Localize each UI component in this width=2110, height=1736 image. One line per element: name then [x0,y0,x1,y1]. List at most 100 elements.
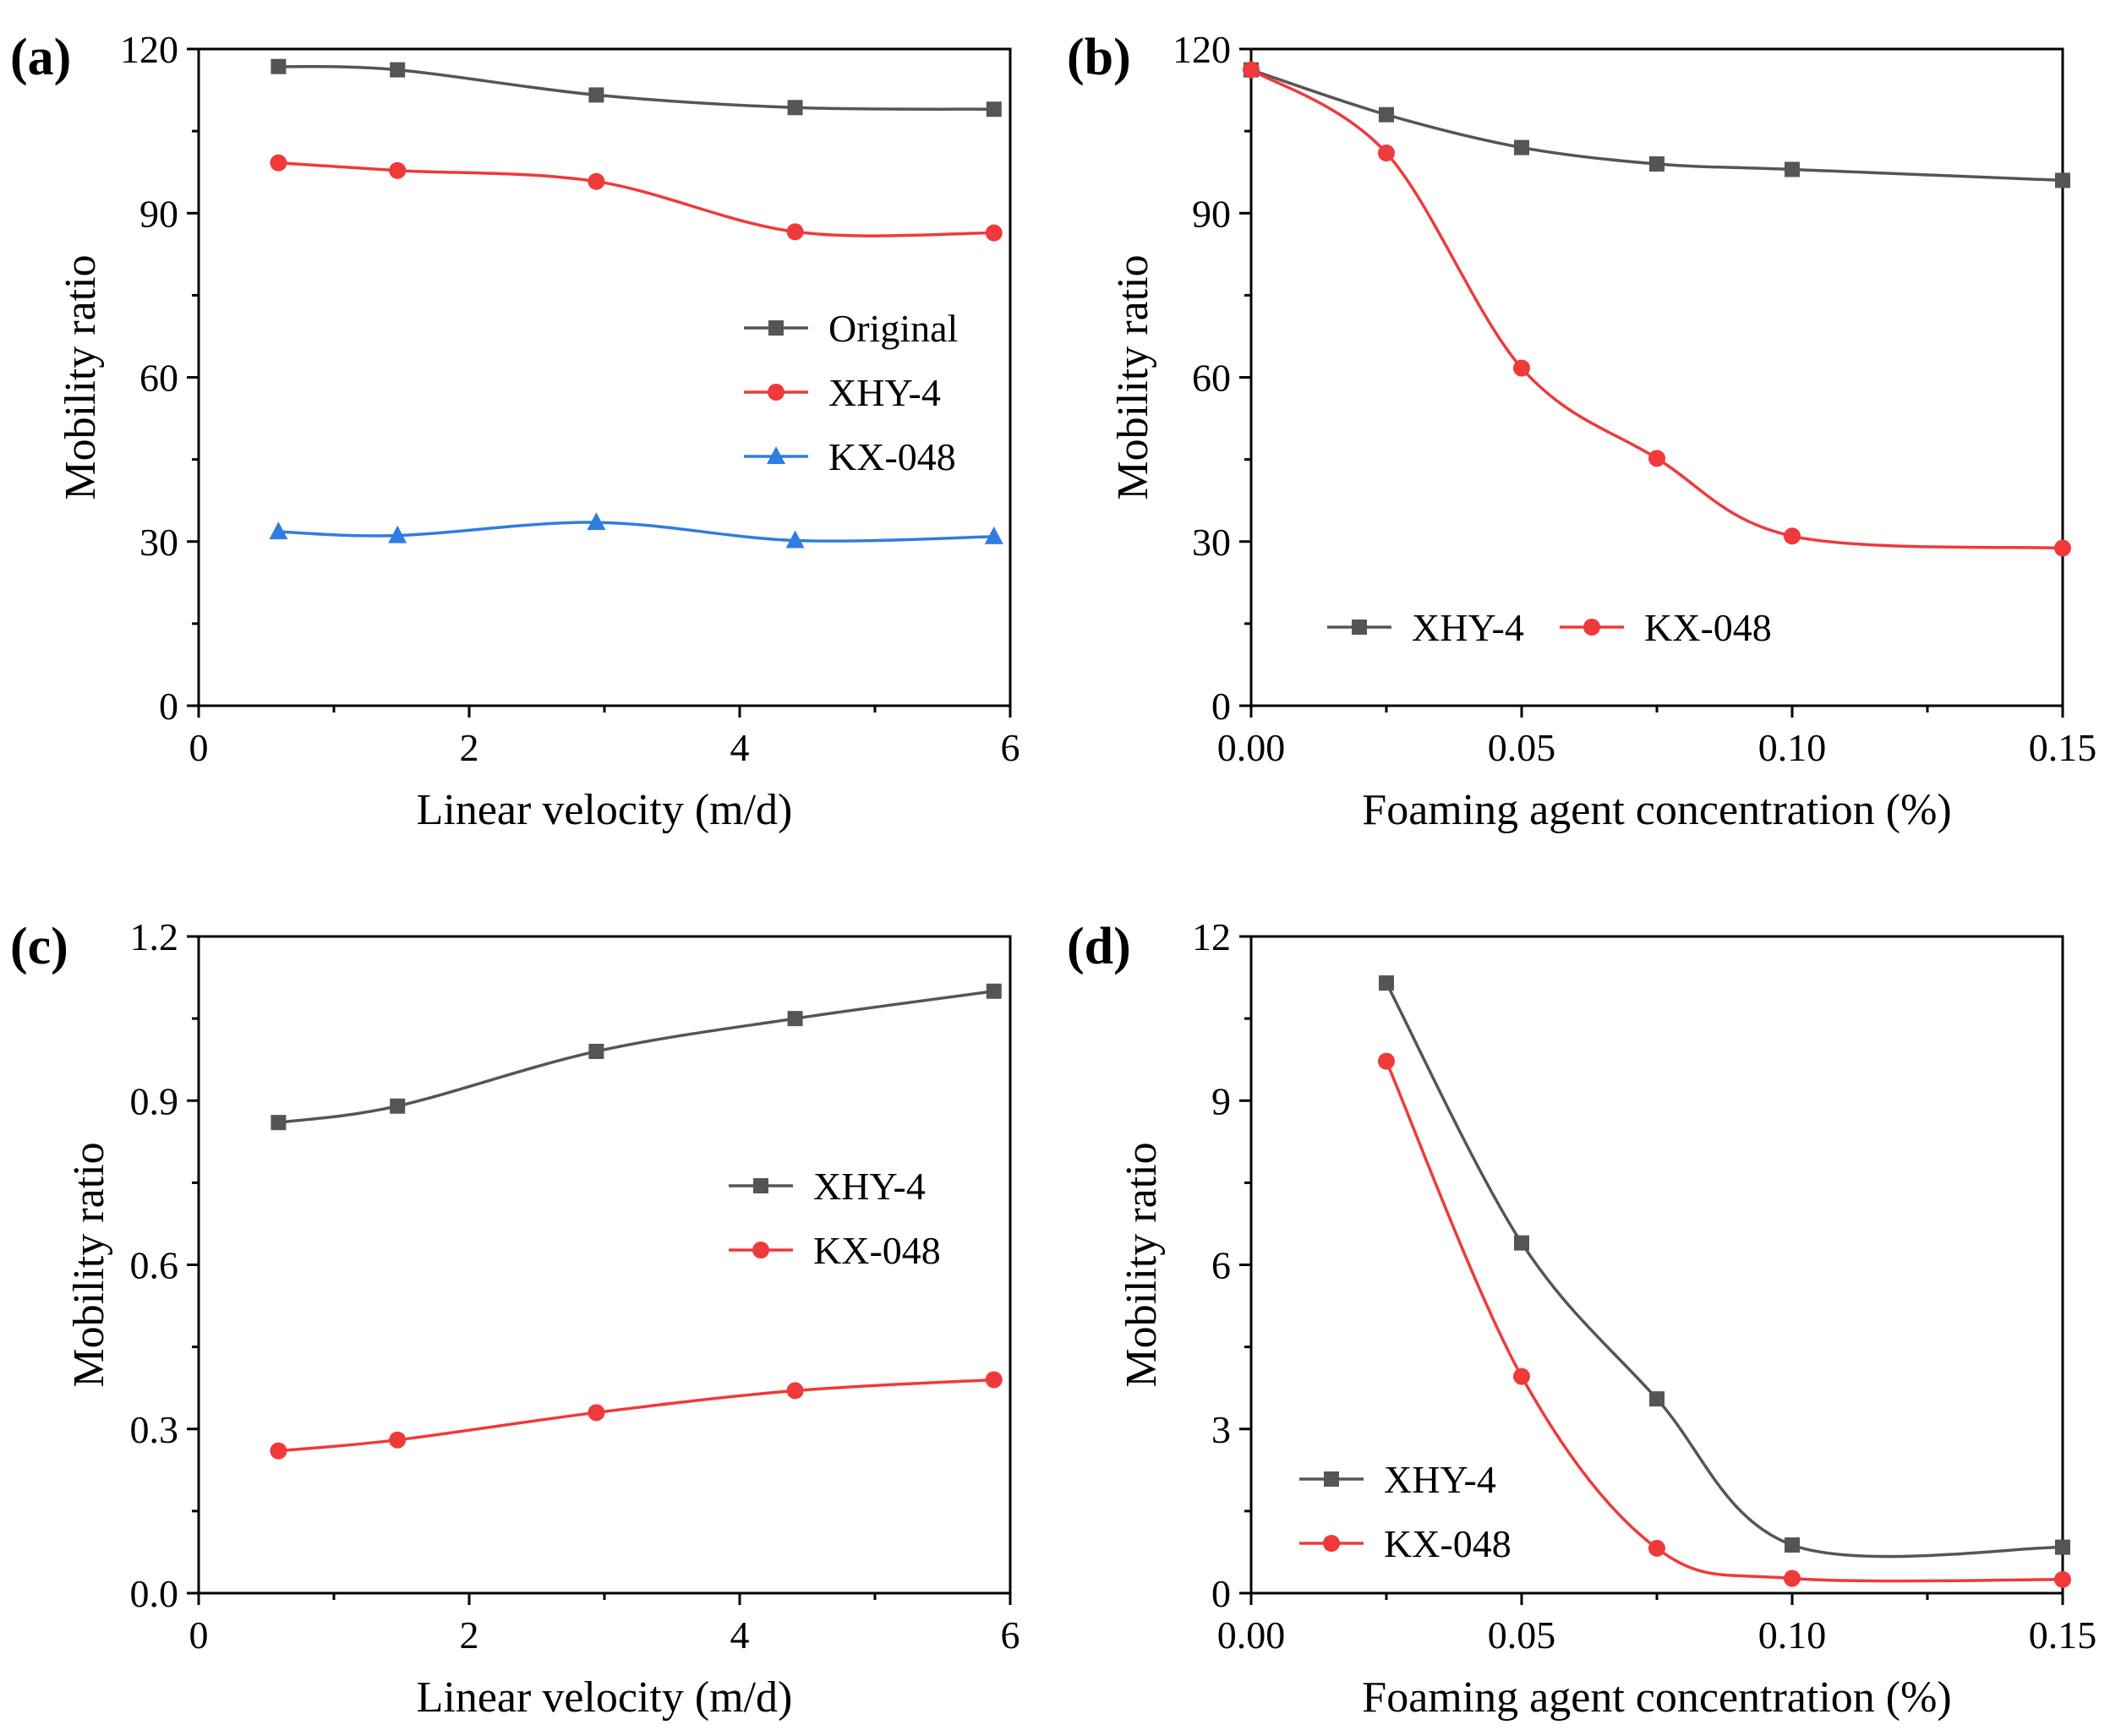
data-point-original [271,58,287,74]
legend-entry: KX-048 [813,1229,941,1272]
legend-entry: KX-048 [1644,606,1772,649]
data-point-kx-048 [388,525,407,543]
data-point-xhy-4 [1514,139,1529,156]
legend-marker [1323,1535,1340,1552]
data-point-xhy-4 [1649,1391,1664,1407]
x-tick-label: 4 [730,726,750,769]
y-tick-label: 6 [1211,1244,1231,1287]
data-point-xhy-4 [986,983,1002,999]
legend-entry: KX-048 [828,435,956,478]
y-tick-label: 12 [1192,915,1231,958]
data-point-xhy-4 [588,1043,604,1059]
legend-marker [1324,1471,1339,1487]
y-tick-label: 0.3 [130,1408,179,1451]
y-tick-label: 60 [1192,357,1231,400]
data-point-original [787,100,803,116]
plot-frame [1249,935,2064,1595]
data-point-kx-048 [2054,539,2071,557]
legend-entry: XHY-4 [828,371,941,414]
panel-label: (c) [10,918,68,975]
x-tick-label: 6 [1001,1613,1020,1657]
data-point-xhy-4 [2055,1539,2070,1555]
data-point-kx-048 [1513,1368,1530,1385]
x-axis-title: Linear velocity (m/d) [417,1673,793,1722]
data-point-xhy-4 [2055,172,2070,188]
data-point-original [986,101,1002,117]
x-tick-label: 0 [189,726,209,769]
data-point-kx-048 [1648,450,1665,467]
data-point-kx-048 [1784,1569,1801,1587]
series-line-kx-048 [1385,1060,2064,1583]
series-line-xhy-4 [278,161,994,237]
data-point-original [588,87,604,103]
data-point-kx-048 [2054,1570,2071,1588]
data-point-xhy-4 [270,154,287,172]
x-tick-label: 0 [189,1613,209,1657]
data-point-xhy-4 [390,1098,406,1114]
data-point-kx-048 [785,530,805,549]
legend-marker [1583,619,1600,636]
data-point-xhy-4 [1649,156,1664,172]
legend-marker [767,446,785,464]
series-line-kx-048 [1250,68,2064,550]
y-tick-label: 30 [1192,521,1231,564]
y-tick-label: 9 [1211,1079,1231,1122]
panel-label: (a) [10,29,71,86]
y-tick-label: 0 [1211,1572,1231,1615]
legend-marker [752,1242,769,1258]
y-tick-label: 60 [139,357,178,400]
x-tick-label: 4 [730,1613,750,1657]
x-tick-label: 0.00 [1217,1613,1286,1657]
legend-marker [753,1178,768,1193]
y-tick-label: 90 [1192,192,1231,235]
legend-entry: XHY-4 [1384,1458,1496,1501]
legend-entry: XHY-4 [813,1165,926,1208]
x-tick-label: 0.00 [1217,726,1286,769]
y-tick-label: 0 [159,685,178,728]
data-point-xhy-4 [1785,161,1800,177]
x-tick-label: 0.05 [1488,1613,1556,1657]
y-tick-label: 0.6 [130,1244,179,1287]
panel-1: 0.00 0.05 0.10 0.15 0 30 60 90 120 Foaming agent … [1067,28,2096,834]
data-point-kx-048 [270,1442,287,1460]
x-tick-label: 0.10 [1758,1613,1827,1657]
legend-marker [1352,620,1367,635]
y-tick-label: 0.9 [130,1079,179,1122]
data-point-kx-048 [1784,527,1801,545]
data-point-kx-048 [1378,145,1395,162]
legend-entry: XHY-4 [1412,606,1524,649]
data-point-kx-048 [588,1404,605,1422]
y-tick-label: 90 [139,192,178,235]
data-point-original [390,62,406,78]
panel-label: (b) [1067,29,1131,86]
legend-marker [768,320,784,336]
y-tick-label: 3 [1211,1408,1231,1451]
y-tick-label: 0 [1211,685,1231,728]
data-point-xhy-4 [786,223,804,241]
y-tick-label: 0.0 [130,1572,179,1615]
series-line-original [278,64,994,111]
data-point-xhy-4 [1514,1235,1529,1251]
y-tick-label: 120 [120,28,178,71]
y-tick-label: 1.2 [130,915,179,958]
y-tick-label: 30 [139,521,178,564]
y-axis-title: Mobility ratio [1109,254,1157,500]
data-point-kx-048 [269,521,288,540]
data-point-kx-048 [985,1371,1003,1389]
data-point-kx-048 [1243,61,1260,79]
x-tick-label: 2 [460,1613,479,1657]
x-tick-label: 0.05 [1488,726,1556,769]
data-point-xhy-4 [1379,106,1394,123]
series-line-xhy-4 [278,990,995,1124]
panel-3: 0.00 0.05 0.10 0.15 0 3 6 9 12 Foaming agent conc… [1067,915,2096,1722]
x-tick-label: 6 [1001,726,1020,769]
series-line-kx-048 [278,1378,994,1453]
x-tick-label: 2 [460,726,479,769]
x-tick-label: 0.15 [2029,1613,2097,1657]
x-axis-title: Linear velocity (m/d) [417,786,793,834]
data-point-kx-048 [1378,1052,1395,1070]
data-point-xhy-4 [1785,1537,1800,1553]
data-point-kx-048 [786,1382,804,1400]
